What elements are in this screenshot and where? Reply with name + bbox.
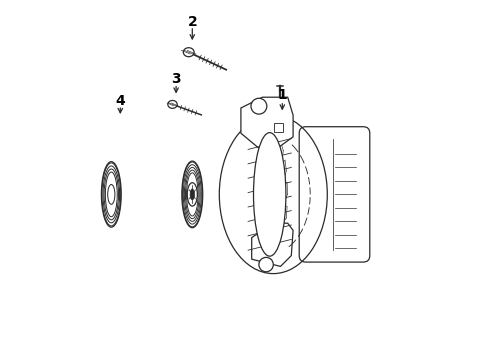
Circle shape [258, 257, 273, 272]
Ellipse shape [190, 189, 194, 200]
Text: 1: 1 [277, 89, 286, 102]
Ellipse shape [105, 172, 117, 217]
Polygon shape [251, 223, 292, 266]
Ellipse shape [107, 184, 115, 204]
Text: 2: 2 [187, 15, 197, 28]
Ellipse shape [183, 48, 194, 57]
Ellipse shape [167, 100, 177, 108]
Ellipse shape [185, 170, 199, 219]
Ellipse shape [219, 115, 326, 274]
Ellipse shape [183, 165, 201, 224]
Ellipse shape [182, 162, 202, 227]
Text: 3: 3 [171, 72, 181, 86]
Ellipse shape [253, 132, 285, 256]
Ellipse shape [103, 166, 120, 223]
Ellipse shape [184, 167, 200, 221]
Polygon shape [241, 97, 292, 151]
Ellipse shape [102, 163, 121, 226]
Text: 4: 4 [115, 94, 125, 108]
FancyBboxPatch shape [273, 123, 283, 132]
Circle shape [250, 98, 266, 114]
Ellipse shape [104, 169, 118, 220]
Ellipse shape [186, 173, 198, 216]
Ellipse shape [187, 183, 197, 206]
